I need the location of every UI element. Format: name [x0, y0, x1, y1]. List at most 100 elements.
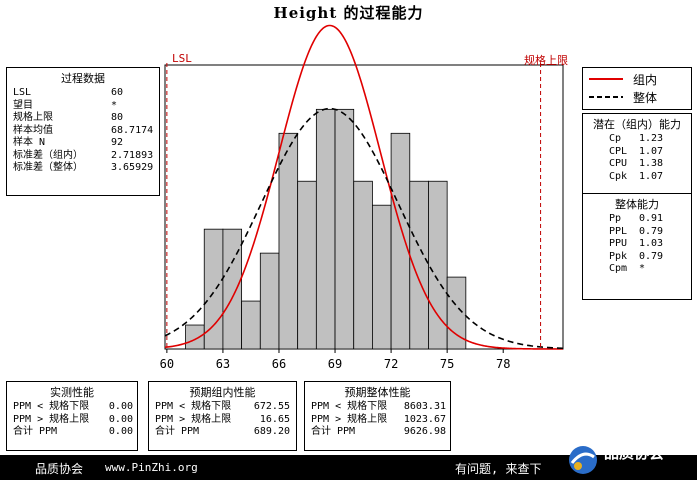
stat-label: PPM < 规格下限 — [155, 401, 232, 412]
histogram-bar — [185, 324, 205, 350]
histogram-bar — [222, 228, 243, 350]
stat-label: 标准差（组内） — [13, 149, 83, 161]
stat-label: PPU — [609, 238, 628, 249]
stat-value: 0.00 — [108, 413, 133, 425]
x-tick-label: 69 — [328, 357, 342, 371]
histogram-bar — [278, 132, 299, 350]
stat-row: 合计 PPM 9626.98 — [305, 426, 450, 439]
stat-row: Ppk 0.79 — [583, 251, 691, 264]
stat-value: 689.20 — [253, 426, 290, 437]
stat-row: PPU 1.03 — [583, 238, 691, 251]
stat-label: PPM > 规格上限 — [311, 413, 388, 425]
stat-row: 样本 N 92 — [7, 137, 159, 150]
stat-row: PPM > 规格上限 16.65 — [149, 414, 296, 427]
stat-value: 0.79 — [639, 250, 664, 262]
stat-value: 16.65 — [259, 413, 290, 425]
x-tick-label: 78 — [496, 357, 510, 371]
stat-value: 1023.67 — [403, 413, 446, 425]
stat-value: 60 — [111, 87, 124, 98]
potential-capability-panel: 潜在（组内）能力 Cp 1.23 CPL 1.07 CPU 1.38 Cpk 1.07 — [582, 113, 692, 195]
overall-curve — [164, 107, 564, 350]
stat-label: Cpk — [609, 170, 628, 182]
stat-row: 规格上限 80 — [7, 112, 159, 125]
histogram-bar — [297, 180, 317, 350]
stat-value: 1.38 — [639, 158, 664, 169]
footer-url[interactable]: www.PinZhi.org — [105, 461, 198, 474]
panel-header: 预期组内性能 — [189, 386, 256, 399]
histogram-bar — [353, 180, 373, 350]
stat-row: 望目 * — [7, 100, 159, 113]
stat-value: 3.65929 — [111, 162, 154, 173]
panel-header: 过程数据 — [61, 72, 105, 85]
stat-label: Ppk — [609, 250, 628, 262]
stat-label: 标准差（整体） — [13, 162, 83, 173]
stat-value: 9626.98 — [403, 426, 446, 437]
stat-label: Pp — [609, 213, 622, 224]
stat-label: LSL — [13, 87, 32, 98]
footer-site-name: 品质协会 — [35, 462, 84, 476]
stat-row: CPL 1.07 — [583, 146, 691, 159]
stat-label: PPM > 规格上限 — [155, 413, 232, 425]
histogram-bar — [372, 204, 392, 350]
process-data-panel: 过程数据 LSL 60 望目 * 规格上限 80 样本均值 68.7174 样本 N 92 标准差（… — [6, 67, 160, 196]
stat-label: 样本均值 — [13, 124, 53, 136]
stat-row: PPM > 规格上限 1023.67 — [305, 414, 450, 427]
stat-row: LSL 60 — [7, 87, 159, 100]
stat-label: 合计 PPM — [13, 426, 58, 437]
stat-label: CPL — [609, 145, 628, 157]
observed-performance-panel: 实测性能 PPM < 规格下限 0.00 PPM > 规格上限 0.00 合计 PPM 0… — [6, 381, 138, 451]
spec-lines — [166, 63, 542, 349]
panel-header: 实测性能 — [50, 386, 94, 399]
stat-label: 望目 — [13, 99, 33, 111]
stat-value: 1.07 — [639, 170, 664, 182]
stat-value: 0.00 — [108, 401, 133, 412]
stat-value: 92 — [111, 137, 124, 148]
histogram-bar — [259, 252, 280, 350]
stat-value: 0.79 — [639, 225, 664, 237]
stat-value: 2.71893 — [111, 149, 154, 161]
histogram-bar — [334, 108, 355, 350]
stat-label: PPM > 规格上限 — [13, 413, 90, 425]
histogram-bar — [315, 108, 336, 350]
stat-row: Pp 0.91 — [583, 213, 691, 226]
stat-row: PPM < 规格下限 0.00 — [7, 401, 137, 414]
stat-label: Cp — [609, 133, 622, 144]
stat-row: 标准差（组内） 2.71893 — [7, 150, 159, 163]
expected-overall-panel: 预期整体性能 PPM < 规格下限 8603.31 PPM > 规格上限 1023.6… — [304, 381, 451, 451]
stat-label: 样本 N — [13, 137, 46, 148]
stat-label: CPU — [609, 158, 628, 169]
x-tick-label: 72 — [384, 357, 398, 371]
stat-value: 0.91 — [639, 213, 664, 224]
legend-overall-label: 整体 — [633, 91, 658, 105]
within-curve — [164, 24, 563, 350]
stat-row: 合计 PPM 689.20 — [149, 426, 296, 439]
x-tick-label: 66 — [272, 357, 286, 371]
stat-label: 规格上限 — [13, 112, 53, 123]
stat-value: 80 — [111, 112, 124, 123]
stat-row: 合计 PPM 0.00 — [7, 426, 137, 439]
usl-label: 规格上限 — [524, 54, 568, 67]
histogram-bar — [241, 300, 261, 350]
stat-value: 8603.31 — [403, 401, 446, 412]
expected-within-panel: 预期组内性能 PPM < 规格下限 672.55 PPM > 规格上限 16.65 合计… — [148, 381, 297, 451]
stat-row: CPU 1.38 — [583, 158, 691, 171]
stat-value: * — [639, 263, 646, 274]
curves — [164, 24, 564, 350]
overall-capability-panel: 整体能力 Pp 0.91 PPL 0.79 PPU 1.03 Ppk 0.79 Cpm * — [582, 193, 692, 300]
legend-within-label: 组内 — [633, 73, 658, 87]
x-tick-label: 75 — [440, 357, 454, 371]
x-tick-label: 60 — [160, 357, 174, 371]
stat-row: Cp 1.23 — [583, 133, 691, 146]
stat-row: PPM < 规格下限 672.55 — [149, 401, 296, 414]
logo: 品质协会 — [566, 440, 696, 480]
panel-header: 整体能力 — [615, 198, 659, 211]
lsl-label: LSL — [172, 52, 192, 65]
stat-value: * — [111, 99, 118, 111]
legend: 组内 整体 — [582, 67, 692, 110]
logo-mark-icon — [569, 446, 597, 474]
stat-label: PPL — [609, 225, 628, 237]
stat-row: Cpm * — [583, 263, 691, 276]
stat-row: 标准差（整体） 3.65929 — [7, 162, 159, 175]
stat-label: 合计 PPM — [311, 426, 356, 437]
